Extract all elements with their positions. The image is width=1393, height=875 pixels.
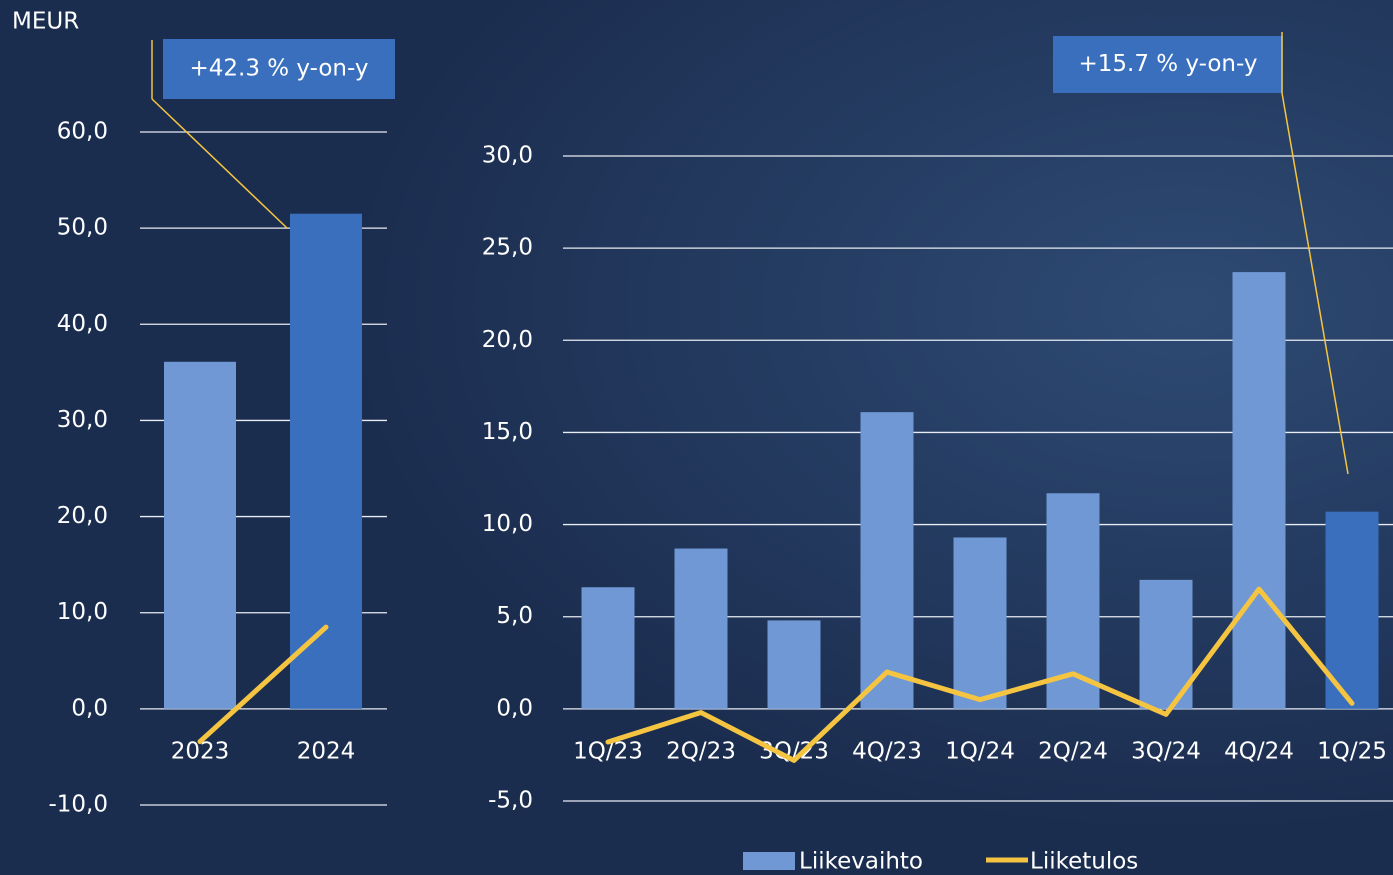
- chart: MEUR -10,0 0,0 10,0 20,0 30,0 40,0 50,0 60,0 202…: [0, 0, 1393, 875]
- y-tick-label: 30,0: [57, 407, 108, 433]
- y-tick-label: 40,0: [57, 311, 108, 337]
- bar: [768, 620, 821, 708]
- y-tick-label: 30,0: [482, 143, 533, 169]
- bar: [861, 412, 914, 709]
- bar: [954, 537, 1007, 708]
- y-tick-label: 60,0: [57, 119, 108, 145]
- x-tick-label: 4Q/23: [852, 738, 922, 764]
- y-tick-label: 0,0: [496, 695, 533, 721]
- y-tick-label: -5,0: [488, 788, 533, 814]
- x-tick-label: 2024: [297, 738, 356, 764]
- y-tick-label: 15,0: [482, 419, 533, 445]
- y-tick-label: 25,0: [482, 235, 533, 261]
- legend-label: Liiketulos: [1030, 849, 1138, 875]
- y-axis-label: MEUR: [12, 9, 79, 35]
- y-tick-label: 20,0: [57, 503, 108, 529]
- y-tick-label: 10,0: [482, 511, 533, 537]
- x-tick-label: 2Q/23: [666, 738, 736, 764]
- y-tick-label: 50,0: [57, 215, 108, 241]
- bar: [164, 362, 236, 709]
- y-tick-label: 5,0: [496, 603, 533, 629]
- annotation: +15.7 % y-on-y: [1078, 51, 1257, 77]
- x-tick-label: 3Q/24: [1131, 738, 1201, 764]
- y-tick-label: 0,0: [71, 695, 108, 721]
- legend-swatch: [743, 852, 795, 870]
- y-tick-label: 10,0: [57, 599, 108, 625]
- bar: [675, 549, 728, 709]
- x-tick-label: 1Q/24: [945, 738, 1015, 764]
- x-tick-label: 4Q/24: [1224, 738, 1294, 764]
- bar: [582, 587, 635, 709]
- y-tick-label: 20,0: [482, 327, 533, 353]
- legend-label: Liikevaihto: [799, 849, 923, 875]
- y-tick-label: -10,0: [48, 792, 108, 818]
- bar: [1233, 272, 1286, 709]
- annotation: +42.3 % y-on-y: [189, 56, 368, 82]
- x-tick-label: 2Q/24: [1038, 738, 1108, 764]
- x-tick-label: 1Q/25: [1317, 738, 1387, 764]
- bar: [290, 214, 362, 709]
